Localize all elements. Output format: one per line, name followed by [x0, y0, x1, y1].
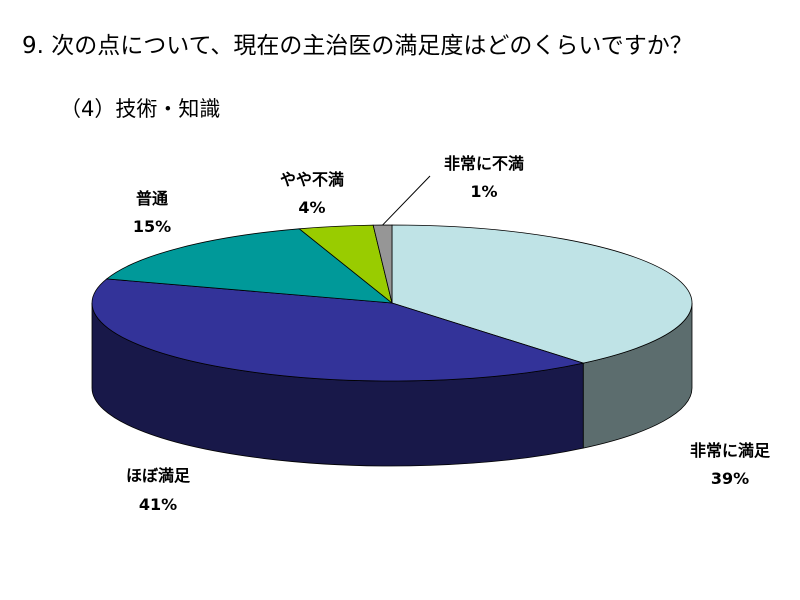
slice-label-4: 非常に不満 [444, 154, 524, 173]
pie-labels: 非常に満足 39% ほぼ満足 41% 普通 15% やや不満 4% 非常に不満 1% [126, 154, 771, 514]
slice-label-3: やや不満 [280, 170, 344, 189]
slice-value-3: 4% [298, 198, 325, 217]
slice-value-2: 15% [133, 217, 171, 236]
chart-subtitle: （4）技術・知識 [60, 97, 221, 121]
chart-title: 9. 次の点について、現在の主治医の満足度はどのくらいですか？ [22, 33, 693, 59]
slice-value-1: 41% [139, 495, 177, 514]
leader-line [382, 175, 431, 226]
slice-label-0: 非常に満足 [690, 441, 771, 460]
pie-tops [91, 224, 693, 382]
slice-value-4: 1% [470, 182, 497, 201]
slice-label-1: ほぼ満足 [126, 466, 191, 485]
pie-slice-1 [91, 278, 585, 382]
slice-label-2: 普通 [136, 189, 168, 208]
pie-slice-0 [391, 224, 693, 364]
slice-value-0: 39% [711, 469, 749, 488]
pie-slice-2 [105, 228, 394, 304]
pie-sides [91, 302, 693, 467]
